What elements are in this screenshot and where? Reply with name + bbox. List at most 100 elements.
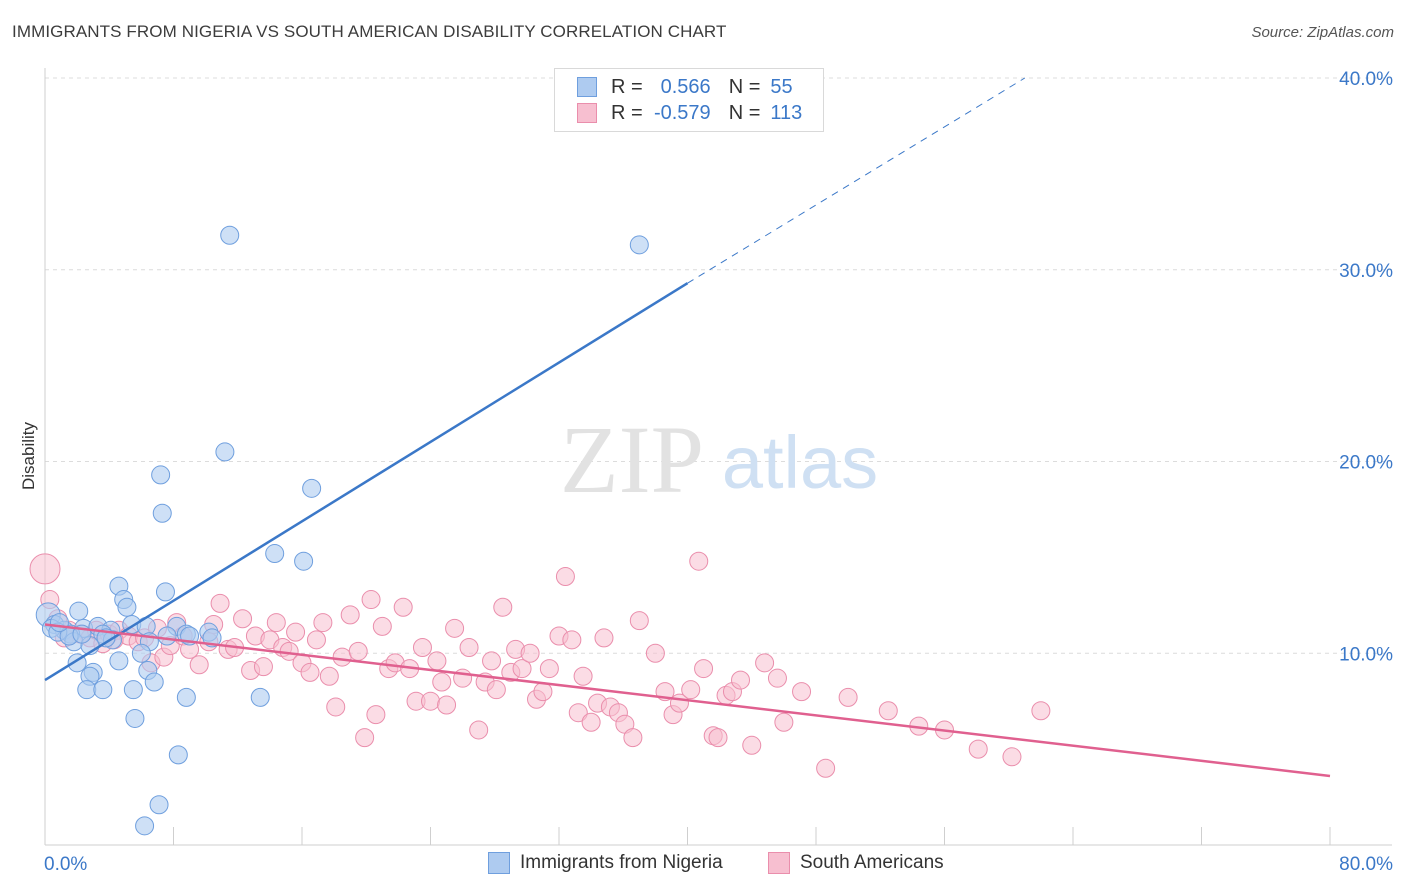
south-americans-point — [568, 703, 588, 723]
south-americans-point — [482, 651, 502, 671]
legend-label-nigeria: Immigrants from Nigeria — [520, 852, 723, 873]
nigeria-point — [220, 225, 240, 245]
south-americans-point — [581, 712, 601, 732]
nigeria-point — [302, 478, 322, 498]
grid-lines — [45, 77, 1392, 654]
legend-r-label: R = — [611, 75, 643, 98]
south-americans-point — [533, 682, 553, 702]
watermark-atlas: atlas — [722, 421, 878, 504]
south-americans-point — [512, 659, 532, 679]
south-americans-point — [838, 687, 858, 707]
south-americans-point — [968, 739, 988, 759]
tick-labels: 10.0% 20.0% 30.0% 40.0% 0.0% 80.0% — [44, 69, 1393, 875]
y-tick-label: 40.0% — [1339, 69, 1393, 90]
nigeria-point — [265, 544, 285, 564]
south-americans-point — [1031, 701, 1051, 721]
south-americans-point — [306, 630, 326, 650]
legend-swatch-nigeria — [488, 852, 510, 874]
south-americans-point — [253, 657, 273, 677]
south-americans-point — [366, 705, 386, 725]
south-americans-point — [286, 622, 306, 642]
nigeria-point — [149, 795, 169, 815]
x-tick-label: 0.0% — [44, 854, 87, 875]
legend-n-value: 113 — [770, 101, 803, 124]
south-americans-point — [555, 567, 575, 587]
legend-r-value: 0.566 — [660, 75, 711, 98]
south-americans-point — [326, 697, 346, 717]
south-americans-point — [300, 662, 320, 682]
south-americans-point — [361, 590, 381, 610]
south-americans-point — [1002, 747, 1022, 767]
nigeria-point — [157, 626, 177, 646]
y-axis-label: Disability — [19, 421, 38, 490]
nigeria-point — [131, 643, 151, 663]
south-americans-point — [878, 701, 898, 721]
nigeria-trend-extension — [687, 77, 1026, 284]
south-americans-point — [486, 680, 506, 700]
legend-item-nigeria: Immigrants from Nigeria — [488, 852, 723, 874]
nigeria-point — [69, 601, 89, 621]
nigeria-point — [109, 651, 129, 671]
nigeria-points — [35, 225, 649, 836]
south-americans-point — [493, 597, 513, 617]
legend-r-value: -0.579 — [653, 101, 711, 124]
south-americans-point — [623, 728, 643, 748]
nigeria-point — [123, 680, 143, 700]
legend-swatch-nigeria — [577, 77, 597, 97]
south-americans-point — [432, 672, 452, 692]
south-americans-point — [427, 651, 447, 671]
south-americans-point — [319, 666, 339, 686]
south-americans-point — [816, 758, 836, 778]
legend-n-label: N = — [728, 101, 761, 124]
south-americans-point — [767, 668, 787, 688]
south-americans-point — [694, 659, 714, 679]
south-americans-point — [313, 613, 333, 633]
south-americans-point — [792, 682, 812, 702]
legend-row-south-americans: R = -0.579 N = 113 — [577, 101, 802, 125]
south-americans-point — [742, 735, 762, 755]
south-americans-point — [393, 597, 413, 617]
south-americans-point — [573, 666, 593, 686]
south-americans-point — [233, 609, 253, 629]
south-americans-point — [774, 712, 794, 732]
south-americans-point — [755, 653, 775, 673]
south-americans-point — [445, 618, 465, 638]
chart-title: IMMIGRANTS FROM NIGERIA VS SOUTH AMERICA… — [12, 22, 727, 41]
south-americans-points — [29, 551, 1051, 778]
source-label: Source: ZipAtlas.com — [1251, 24, 1394, 41]
south-americans-point — [645, 643, 665, 663]
nigeria-trend-line — [44, 282, 689, 682]
nigeria-point — [117, 597, 137, 617]
south-americans-point — [332, 647, 352, 667]
nigeria-point — [629, 235, 649, 255]
legend-r-label: R = — [611, 101, 643, 124]
nigeria-point — [151, 465, 171, 485]
south-americans-point — [539, 659, 559, 679]
south-americans-point — [29, 553, 61, 585]
south-americans-point — [348, 641, 368, 661]
nigeria-point — [176, 687, 196, 707]
south-americans-point — [689, 551, 709, 571]
legend-n-label: N = — [728, 75, 761, 98]
nigeria-point — [125, 708, 145, 728]
correlation-legend: R = 0.566 N = 55 R = -0.579 N = 113 — [554, 68, 824, 132]
south-americans-point — [459, 637, 479, 657]
south-americans-point — [708, 728, 728, 748]
nigeria-point — [93, 680, 113, 700]
legend-row-nigeria: R = 0.566 N = 55 — [577, 75, 793, 99]
south-americans-point — [681, 680, 701, 700]
south-americans-point — [594, 628, 614, 648]
south-americans-point — [629, 611, 649, 631]
nigeria-point — [215, 442, 235, 462]
south-americans-point — [469, 720, 489, 740]
south-americans-point — [189, 655, 209, 675]
south-americans-point — [340, 605, 360, 625]
south-americans-point — [412, 637, 432, 657]
y-tick-label: 20.0% — [1339, 453, 1393, 474]
south-americans-point — [437, 695, 457, 715]
legend-label-south-americans: South Americans — [800, 852, 944, 873]
nigeria-point — [168, 745, 188, 765]
nigeria-point — [152, 503, 172, 523]
south-americans-point — [372, 616, 392, 636]
